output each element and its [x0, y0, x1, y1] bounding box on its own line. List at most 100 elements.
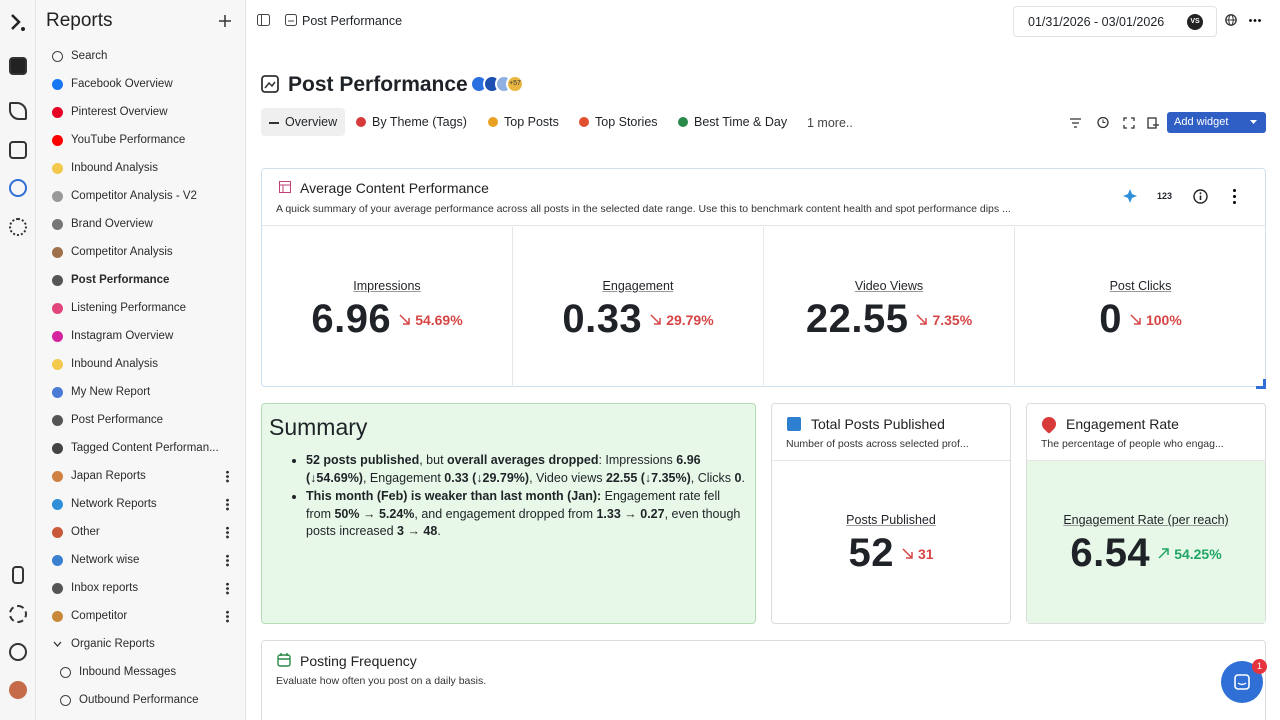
history-icon[interactable]: [1097, 117, 1109, 129]
sidebar-item[interactable]: Post Performance: [36, 267, 245, 293]
tab-more[interactable]: 1 more..: [807, 116, 853, 130]
item-label: YouTube Performance: [71, 134, 186, 146]
breadcrumb: Post Performance: [302, 14, 403, 28]
info-icon[interactable]: [1193, 189, 1208, 204]
sidebar-item[interactable]: Japan Reports: [36, 463, 245, 489]
ai-icon[interactable]: [1123, 189, 1137, 203]
sidebar-item[interactable]: Tagged Content Performan...: [36, 435, 245, 461]
item-icon: [52, 470, 63, 482]
summary-text: 0.33 (↓29.79%): [444, 470, 530, 485]
summary-text: Engagement rate fell from: [306, 489, 720, 521]
nav-icon[interactable]: [9, 643, 27, 661]
item-label: My New Report: [71, 386, 151, 398]
user-avatar[interactable]: [9, 681, 27, 699]
sidebar-item[interactable]: My New Report: [36, 379, 245, 405]
globe-icon[interactable]: [1225, 14, 1237, 26]
sidebar-item[interactable]: Instagram Overview: [36, 323, 245, 349]
nav-icon[interactable]: [9, 57, 27, 75]
summary-bullet: 52 posts published, but overall averages…: [306, 452, 747, 487]
sidebar-item[interactable]: Inbound Messages: [36, 659, 245, 685]
sidebar-item[interactable]: Inbound Analysis: [36, 155, 245, 181]
metric-change: 29.79%: [650, 312, 714, 328]
sidebar-item[interactable]: Outbound Performance: [36, 687, 245, 713]
item-icon: [52, 78, 63, 90]
sidebar-item[interactable]: Facebook Overview: [36, 71, 245, 97]
sidebar-item[interactable]: Network wise: [36, 547, 245, 573]
item-icon: [52, 50, 63, 62]
item-menu[interactable]: [226, 525, 229, 539]
add-report[interactable]: [219, 15, 231, 27]
number-toggle[interactable]: 123: [1157, 191, 1173, 201]
sidebar-item[interactable]: Search: [36, 43, 245, 69]
chat-button[interactable]: 1: [1221, 659, 1267, 703]
sidebar-item[interactable]: Pinterest Overview: [36, 99, 245, 125]
nav-icon[interactable]: [9, 179, 27, 197]
add-widget-button[interactable]: Add widget: [1167, 112, 1266, 133]
tab[interactable]: Best Time & Day: [670, 108, 795, 136]
sidebar-item[interactable]: Organic Reports: [36, 631, 245, 657]
nav-icon[interactable]: [9, 102, 27, 120]
metric-value: 52: [848, 531, 894, 575]
summary-text: , Engagement: [362, 470, 445, 485]
sidebar-item[interactable]: Brand Overview: [36, 211, 245, 237]
widget-title: Posting Frequency: [300, 653, 417, 669]
item-label: Listening Performance: [71, 302, 187, 314]
nav-icon[interactable]: [9, 218, 27, 236]
sidebar-item[interactable]: Listening Performance: [36, 295, 245, 321]
nav-icon[interactable]: [9, 605, 27, 623]
tab[interactable]: Overview: [261, 108, 346, 136]
fullscreen-icon[interactable]: [1123, 117, 1135, 129]
sidebar-item[interactable]: Other: [36, 519, 245, 545]
sidebar-item[interactable]: Competitor: [36, 603, 245, 629]
item-menu[interactable]: [226, 581, 229, 595]
summary-text: .: [741, 470, 745, 485]
metric-change: 31: [902, 546, 934, 562]
kpi-body: Engagement Rate (per reach) 6.54 54.25%: [1027, 460, 1265, 623]
sidebar-item[interactable]: Competitor Analysis: [36, 239, 245, 265]
icon-rail: [0, 0, 36, 720]
resize-handle[interactable]: [1256, 379, 1266, 389]
item-icon: [52, 330, 63, 342]
sidebar-item[interactable]: YouTube Performance: [36, 127, 245, 153]
widget-menu[interactable]: [1233, 189, 1236, 204]
summary-text: 6.96 (↓54.69%): [306, 453, 701, 485]
item-menu[interactable]: [226, 469, 229, 483]
item-menu[interactable]: [226, 497, 229, 511]
item-label: Network wise: [71, 554, 140, 566]
tab-icon: [579, 117, 589, 127]
metric-label: Video Views: [854, 279, 924, 293]
tab[interactable]: Top Posts: [480, 108, 567, 136]
tab-label: Top Posts: [504, 115, 559, 129]
profiles-more[interactable]: +57: [506, 75, 524, 93]
tab-icon: [356, 117, 366, 127]
item-icon: [52, 162, 63, 174]
kpi-body: Posts Published 52 31: [772, 460, 1010, 623]
filter-icon[interactable]: [1070, 118, 1081, 128]
sidebar-title: Reports: [46, 10, 113, 31]
divider: [262, 225, 1265, 226]
nav-icon[interactable]: [12, 566, 24, 584]
sidebar-item[interactable]: Inbox reports: [36, 575, 245, 601]
sidebar-item[interactable]: Inbound Analysis: [36, 351, 245, 377]
date-range-picker[interactable]: 01/31/2026 - 03/01/2026 VS: [1013, 6, 1217, 37]
more-menu[interactable]: [1249, 19, 1261, 22]
summary-title: Summary: [269, 414, 368, 440]
export-icon[interactable]: [1147, 117, 1159, 129]
nav-icon[interactable]: [9, 141, 27, 159]
item-menu[interactable]: [226, 553, 229, 567]
widget-title: Total Posts Published: [811, 416, 945, 432]
sidebar-item[interactable]: Competitor Analysis - V2: [36, 183, 245, 209]
item-menu[interactable]: [226, 609, 229, 623]
sidebar-item[interactable]: Network Reports: [36, 491, 245, 517]
tab[interactable]: By Theme (Tags): [348, 108, 475, 136]
change-value: 31: [917, 545, 934, 562]
item-icon: [52, 610, 63, 622]
sidebar-toggle[interactable]: [257, 14, 270, 26]
item-label: Pinterest Overview: [71, 106, 168, 118]
item-icon: [52, 246, 63, 258]
sidebar-item[interactable]: Post Performance: [36, 407, 245, 433]
expand-chevron[interactable]: [53, 641, 62, 647]
add-widget-label: Add widget: [1174, 116, 1229, 128]
metric-row: 22.55 7.35%: [764, 297, 1014, 342]
tab[interactable]: Top Stories: [571, 108, 666, 136]
